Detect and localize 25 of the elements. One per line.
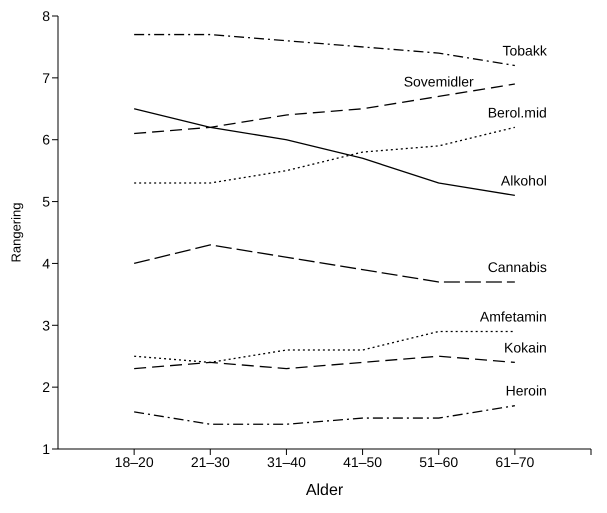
- x-tick-label: 18–20: [114, 454, 154, 470]
- series-label: Berol.mid: [488, 104, 547, 120]
- series-label: Amfetamin: [480, 308, 547, 324]
- x-tick-label: 41–50: [343, 454, 382, 470]
- x-tick-label: 51–60: [419, 454, 458, 470]
- y-tick-label: 4: [42, 255, 50, 272]
- x-tick-label: 21–30: [190, 454, 230, 470]
- y-tick-label: 8: [42, 8, 50, 24]
- x-tick-label: 31–40: [266, 454, 306, 470]
- y-tick-label: 5: [42, 194, 50, 210]
- y-tick-label: 7: [42, 70, 50, 86]
- line-series: [133, 405, 516, 425]
- series-label: Kokain: [504, 339, 547, 356]
- y-axis-title: Rangering: [8, 202, 24, 262]
- x-tick-label: 61–70: [495, 454, 535, 470]
- series-label: Alkohol: [500, 172, 547, 188]
- series-label: Sovemidler: [404, 73, 474, 90]
- series-label: Cannabis: [488, 258, 547, 275]
- series-label: Tobakk: [502, 42, 548, 58]
- y-tick-label: 2: [42, 379, 50, 396]
- series-label: Heroin: [506, 382, 547, 399]
- x-axis-title: Alder: [306, 482, 344, 499]
- y-tick-label: 1: [42, 440, 50, 457]
- y-tick-label: 3: [42, 317, 50, 334]
- y-tick-label: 6: [42, 132, 50, 148]
